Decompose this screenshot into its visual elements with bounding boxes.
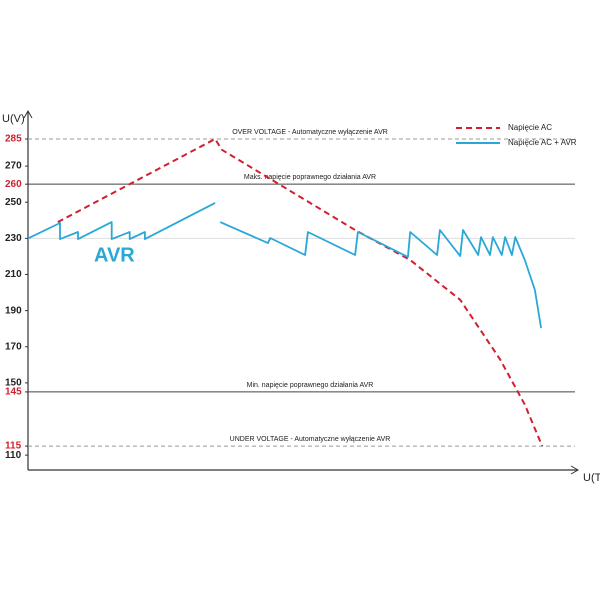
avr-label: AVR: [94, 244, 135, 266]
y-tick-label: 170: [5, 341, 22, 352]
y-tick-label: 270: [5, 161, 22, 172]
y-axis-label: U(V): [2, 113, 25, 125]
series-line: [27, 202, 542, 329]
y-tick-label: 210: [5, 269, 22, 280]
y-tick-label: 110: [5, 450, 22, 461]
reference-label: Min. napięcie poprawnego działania AVR: [247, 382, 374, 389]
series-line: [57, 138, 544, 447]
reference-label: Maks. napięcie poprawnego działania AVR: [244, 174, 376, 181]
y-tick-label: 230: [5, 233, 22, 244]
y-tick-label: 250: [5, 197, 22, 208]
y-tick-label: 145: [5, 387, 22, 398]
reference-label: OVER VOLTAGE - Automatyczne wyłączenie A…: [232, 129, 388, 136]
y-tick-label: 150: [5, 378, 22, 389]
x-axis-label: U(T): [583, 472, 600, 484]
reference-label: UNDER VOLTAGE - Automatyczne wyłączenie …: [230, 436, 391, 443]
y-tick-label: 115: [5, 441, 22, 452]
y-axis-arrow: [23, 109, 33, 119]
y-tick-label: 190: [5, 305, 22, 316]
y-tick-label: 285: [5, 134, 22, 145]
legend-label: Napięcie AC + AVR: [508, 138, 577, 147]
legend-label: Napięcie AC: [508, 123, 552, 132]
x-axis-arrow: [570, 465, 580, 475]
y-tick-label: 260: [5, 179, 22, 190]
